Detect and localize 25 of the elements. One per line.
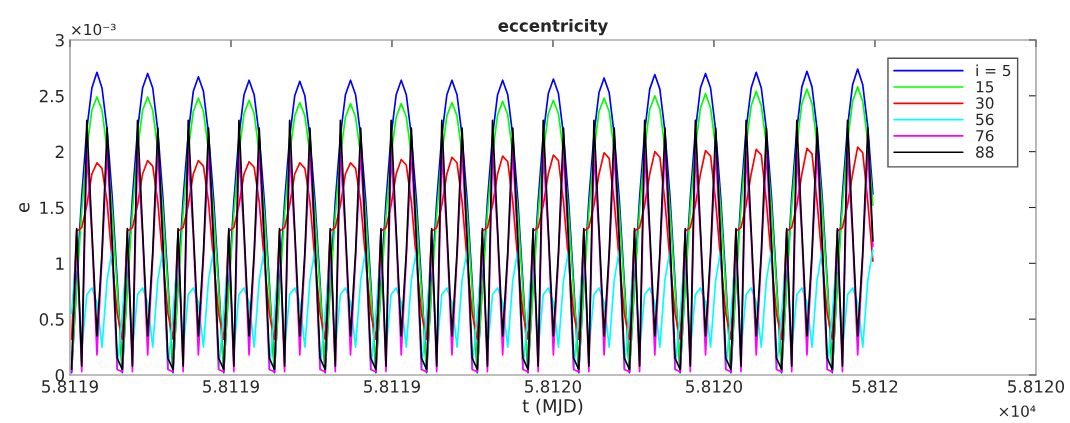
x-tick-label: 5.8120	[525, 380, 582, 393]
text: ×10⁴	[999, 405, 1036, 417]
x-tick-label: 5.8120	[1008, 380, 1065, 393]
legend-label: 56	[976, 113, 994, 126]
legend-label: 76	[976, 129, 994, 142]
x-axis-title: t (MJD)	[522, 398, 583, 417]
y-tick-label: 1.5	[40, 201, 64, 215]
y-tick-label: 3	[55, 33, 64, 47]
y-axis-title: e	[19, 202, 30, 213]
legend-label: 88	[976, 146, 994, 158]
legend-label: i = 5	[976, 64, 1011, 77]
chart-title: eccentricity	[498, 18, 608, 36]
legend-label: 15	[976, 81, 994, 93]
x-tick-label: 5.812	[852, 380, 898, 393]
y-tick-label: 2.5	[39, 89, 64, 103]
y-tick-label: 0.5	[39, 313, 64, 326]
y-tick-label: 0	[55, 368, 65, 382]
x-tick-label: 5.8119	[203, 380, 259, 393]
text: ×10⁻³	[72, 23, 116, 36]
y-tick-label: 2	[55, 145, 64, 158]
x-tick-label: 5.8120	[686, 380, 743, 393]
legend-label: 30	[976, 97, 994, 109]
y-tick-label: 1	[56, 257, 64, 270]
x-tick-label: 5.8119	[364, 380, 420, 393]
x-tick-label: 5.8119	[42, 380, 98, 393]
